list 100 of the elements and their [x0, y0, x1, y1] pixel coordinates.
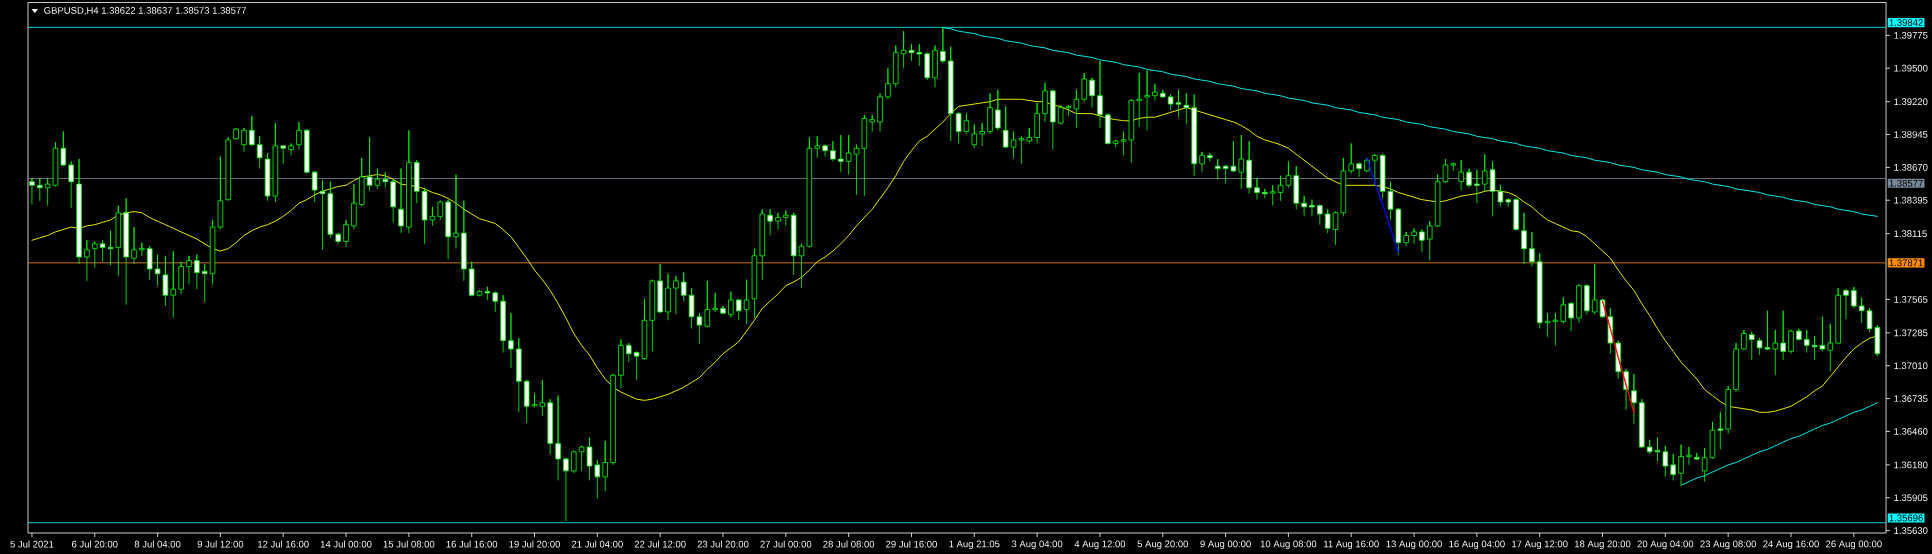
candlestick [1780, 310, 1786, 361]
candlestick [571, 450, 577, 474]
candlestick [1026, 127, 1033, 144]
candlestick [1796, 328, 1802, 342]
y-tick-label: 1.35905 [1894, 494, 1928, 502]
x-tick-label: 16 Aug 04:00 [1449, 540, 1505, 550]
x-tick-label: 17 Aug 12:00 [1512, 540, 1568, 550]
candlestick [1591, 263, 1598, 315]
candlestick [453, 174, 459, 250]
candlestick [728, 291, 734, 319]
candlestick [201, 263, 208, 303]
x-tick-label: 16 Jul 16:00 [446, 540, 498, 548]
candlestick [1152, 83, 1158, 101]
candlestick [751, 248, 758, 319]
candlestick [1639, 398, 1645, 449]
candlestick [1411, 227, 1417, 245]
candlestick [1136, 72, 1142, 128]
candlestick [249, 115, 255, 147]
candlestick [390, 178, 396, 223]
candlestick [594, 459, 601, 499]
x-tick-label: 9 Aug 00:00 [1200, 540, 1251, 550]
candlestick [735, 298, 742, 321]
x-tick-label: 21 Jul 04:00 [571, 540, 623, 548]
candlestick [1191, 94, 1197, 177]
y-tick-label: 1.39500 [1894, 64, 1928, 72]
candlestick [649, 279, 656, 352]
candlestick [1670, 453, 1676, 481]
y-tick-label: 1.35630 [1894, 527, 1928, 534]
candlestick [979, 122, 985, 147]
candlestick [327, 181, 334, 239]
x-tick-label: 8 Jul 04:00 [134, 540, 181, 548]
x-tick-label: 28 Jul 08:00 [823, 540, 875, 548]
candlestick [1827, 323, 1834, 373]
candlestick [995, 89, 1001, 131]
candlestick [720, 305, 726, 315]
candlestick [1105, 113, 1111, 146]
ref-line-label: 1.35696 [1889, 514, 1923, 522]
x-tick-label: 24 Aug 16:00 [1763, 540, 1819, 550]
candlestick [1269, 184, 1276, 207]
candlestick [1851, 286, 1857, 309]
candlestick [1262, 188, 1268, 199]
candlestick [1788, 329, 1794, 355]
x-tick-label: 23 Aug 08:00 [1700, 540, 1757, 550]
candlestick [1293, 165, 1300, 210]
candlestick [492, 291, 499, 313]
candlestick [1843, 288, 1849, 320]
ref-line-label: 1.37871 [1889, 259, 1923, 267]
candlestick [1466, 168, 1472, 189]
chart-title: GBPUSD,H4 1.38622 1.38637 1.38573 1.38577 [44, 7, 247, 15]
candlestick [256, 135, 263, 169]
candlestick [1803, 329, 1810, 353]
candlestick [1042, 82, 1048, 123]
x-tick-label: 15 Jul 08:00 [383, 540, 435, 548]
candlestick [680, 272, 687, 302]
x-tick-label: 20 Aug 04:00 [1637, 540, 1694, 550]
candlestick [1458, 159, 1464, 191]
y-tick-label: 1.36460 [1894, 428, 1928, 435]
candlestick [1324, 208, 1331, 234]
x-tick-label: 12 Jul 16:00 [258, 540, 309, 548]
candlestick [84, 239, 90, 282]
candlestick [335, 232, 341, 245]
candlestick [987, 92, 993, 135]
candlestick [445, 199, 451, 260]
candlestick [1835, 287, 1841, 345]
candlestick [704, 280, 711, 328]
y-tick-label: 1.37010 [1894, 362, 1928, 370]
candlestick [712, 292, 718, 313]
candlestick [1081, 72, 1087, 103]
candlestick [947, 46, 954, 142]
candlestick [1419, 229, 1425, 253]
candlestick [1089, 77, 1095, 109]
candlestick [893, 45, 899, 88]
candlestick [1536, 253, 1543, 330]
x-tick-label: 19 Jul 20:00 [509, 540, 561, 548]
candlestick [743, 279, 750, 325]
candlestick [822, 144, 828, 158]
y-tick-label: 1.37285 [1894, 329, 1928, 337]
y-tick-label: 1.37565 [1894, 296, 1928, 303]
candlestick [1568, 302, 1574, 332]
candlestick [68, 161, 74, 209]
candlestick [461, 200, 467, 282]
candlestick [186, 255, 192, 285]
candlestick [618, 339, 624, 389]
x-tick-label: 18 Aug 20:00 [1575, 540, 1631, 550]
candlestick [146, 245, 153, 281]
candlestick [602, 440, 608, 492]
candlestick [610, 373, 616, 466]
candlestick [319, 180, 326, 251]
candlestick [1348, 143, 1354, 174]
candlestick [1717, 411, 1724, 450]
candlestick [437, 200, 444, 221]
candlestick [288, 143, 294, 156]
candlestick [1144, 70, 1150, 131]
x-tick-label: 10 Aug 08:00 [1260, 540, 1317, 550]
candlestick [241, 127, 247, 153]
candlestick [940, 27, 946, 64]
x-tick-label: 11 Aug 16:00 [1324, 540, 1379, 550]
candlestick [123, 198, 129, 306]
candlestick [1631, 373, 1637, 425]
candlestick [280, 145, 286, 165]
